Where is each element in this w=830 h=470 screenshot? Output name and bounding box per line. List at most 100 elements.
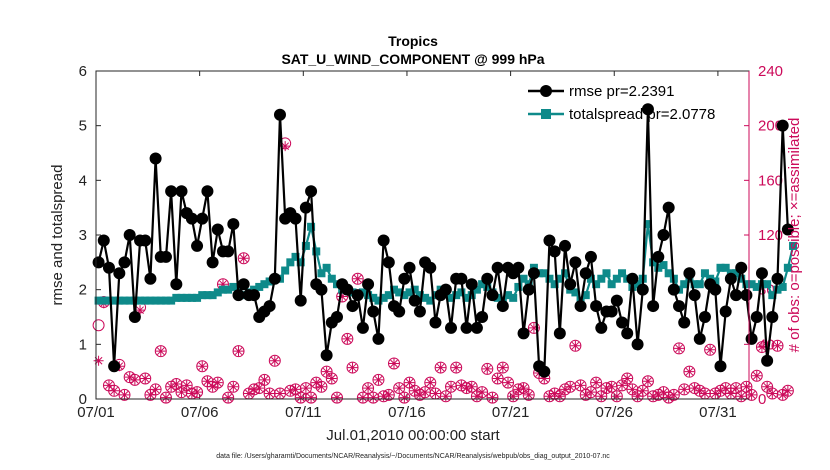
rmse-marker [211, 223, 224, 236]
obs-assimilated-marker [383, 389, 394, 400]
obs-assimilated-marker [399, 392, 410, 403]
totalspread-marker [161, 296, 170, 305]
totalspread-marker [193, 293, 202, 302]
obs-assimilated-marker [404, 377, 415, 388]
rmse-marker [460, 321, 473, 334]
obs-assimilated-marker [155, 346, 166, 357]
obs-assimilated-marker [513, 384, 524, 395]
totalspread-marker [224, 285, 233, 294]
rmse-marker [102, 261, 115, 274]
totalspread-marker [550, 280, 559, 289]
obs-possible-marker [481, 362, 494, 375]
rmse-marker [144, 272, 157, 285]
rmse-marker [740, 289, 753, 302]
totalspread-marker [680, 280, 689, 289]
totalspread-marker [291, 252, 300, 261]
obs-count-markers [92, 137, 794, 404]
obs-assimilated-marker [751, 370, 762, 381]
rmse-marker [527, 267, 540, 280]
totalspread-marker [187, 293, 196, 302]
rmse-marker [647, 300, 660, 313]
rmse-marker [445, 321, 458, 334]
obs-possible-marker [574, 379, 587, 392]
obs-assimilated-marker [394, 383, 405, 394]
y-tick-label: 3 [79, 227, 87, 244]
totalspread-marker [721, 263, 730, 272]
rmse-marker [92, 256, 105, 269]
y-right-tick-label: 120 [758, 227, 783, 244]
obs-assimilated-marker [451, 362, 462, 373]
x-tick-label: 07/31 [699, 404, 737, 421]
totalspread-marker [307, 222, 316, 231]
rmse-marker [108, 360, 121, 373]
rmse-marker [191, 239, 204, 252]
obs-possible-marker [590, 376, 603, 389]
obs-assimilated-marker [699, 388, 710, 399]
obs-assimilated-marker [663, 392, 674, 403]
obs-assimilated-marker [658, 387, 669, 398]
obs-assimilated-marker [93, 355, 104, 366]
rmse-marker [273, 108, 286, 121]
legend: rmse pr=2.2391 totalspread pr=2.0778 [528, 83, 715, 123]
y-right-tick-label: 240 [758, 63, 783, 80]
rmse-marker [631, 338, 644, 351]
obs-assimilated-marker [243, 388, 254, 399]
totalspread-marker [752, 282, 761, 291]
obs-assimilated-marker [171, 378, 182, 389]
rmse-marker [590, 300, 603, 313]
obs-possible-marker [227, 380, 240, 393]
rmse-marker [118, 256, 131, 269]
totalspread-marker [322, 263, 331, 272]
rmse-marker [170, 278, 183, 291]
rmse-marker [553, 327, 566, 340]
totalspread-marker [104, 296, 113, 305]
totalspread-marker [213, 288, 222, 297]
legend-spread-label: totalspread pr=2.0778 [569, 106, 715, 123]
rmse-marker [289, 212, 302, 225]
totalspread-marker [208, 291, 217, 300]
totalspread-marker [763, 280, 772, 289]
rmse-marker [522, 283, 535, 296]
totalspread-marker [561, 269, 570, 278]
obs-possible-marker [439, 390, 452, 403]
rmse-marker [465, 278, 478, 291]
obs-assimilated-marker [414, 389, 425, 400]
obs-possible-marker [450, 361, 463, 374]
rmse-marker [237, 278, 250, 291]
rmse-marker [470, 321, 483, 334]
obs-assimilated-marker [425, 377, 436, 388]
obs-assimilated-marker [316, 381, 327, 392]
totalspread-marker [602, 269, 611, 278]
obs-assimilated-marker [503, 377, 514, 388]
obs-possible-marker [434, 361, 447, 374]
totalspread-marker [400, 291, 409, 300]
legend-rmse-marker [540, 85, 552, 97]
rmse-marker [356, 321, 369, 334]
rmse-marker [149, 152, 162, 165]
obs-assimilated-marker [388, 358, 399, 369]
obs-assimilated-marker [430, 388, 441, 399]
obs-assimilated-marker [409, 385, 420, 396]
obs-possible-marker [237, 252, 250, 265]
rmse-marker [698, 311, 711, 323]
rmse-marker [574, 300, 587, 313]
rmse-marker [113, 267, 126, 280]
x-tick-label: 07/11 [285, 404, 321, 421]
obs-assimilated-marker [321, 366, 332, 377]
totalspread-marker [783, 263, 792, 272]
rmse-marker [403, 261, 416, 274]
obs-assimilated-marker [549, 388, 560, 399]
rmse-marker [641, 103, 654, 116]
obs-assimilated-marker [420, 387, 431, 398]
obs-assimilated-marker [238, 253, 249, 264]
obs-assimilated-marker [487, 392, 498, 403]
obs-assimilated-marker [207, 381, 218, 392]
totalspread-marker [364, 291, 373, 300]
rmse-marker [564, 278, 577, 291]
totalspread-marker [452, 291, 461, 300]
obs-assimilated-marker [705, 344, 716, 355]
rmse-marker [730, 289, 743, 302]
obs-assimilated-marker [560, 384, 571, 395]
totalspread-marker [732, 269, 741, 278]
obs-assimilated-marker [228, 381, 239, 392]
